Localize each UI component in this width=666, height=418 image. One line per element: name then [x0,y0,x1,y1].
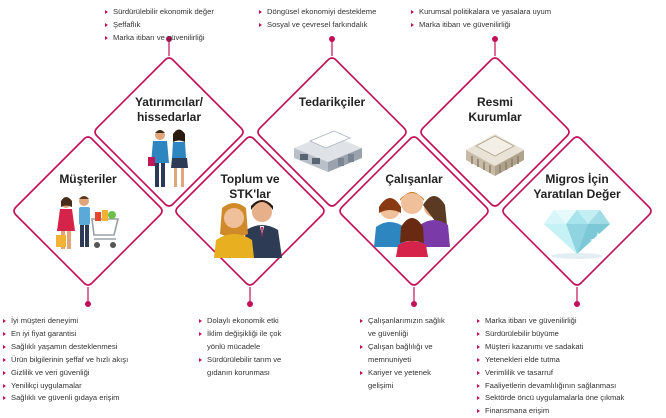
diamond-musteriler [13,136,163,286]
bullet-list-calisanlar: Çalışanlarımızın sağlık ve güvenliği Çal… [359,315,474,392]
list-item: Marka itibarı ve güvenilirliği [104,32,274,45]
list-item: Sürdürülebilir ekonomik değer [104,6,274,19]
list-item: Kariyer ve yetenek gelişimi [359,367,474,393]
list-item: İklim değişikliği ile çok yönlü mücadele [198,328,313,354]
list-item: Yenilikçi uygulamalar [2,380,167,393]
node-title-resmi: Resmi Kurumlar [468,95,522,124]
diamond-toplum [175,136,325,286]
list-item: Sağlıklı yaşamın desteklenmesi [2,341,167,354]
list-item: Marka itibarı ve güvenilirliği [476,315,664,328]
diamond-migros [502,136,652,286]
node-title-yatirimcilar: Yatırımcılar/ hissedarlar [134,95,204,124]
diamond-yatirimcilar [94,57,244,207]
diamond-gem-icon [544,210,610,259]
list-item: En iyi fiyat garantisi [2,328,167,341]
list-item: Sağlıklı ve güvenli gıdaya erişim [2,392,167,405]
list-item: Sürdürülebilir tarım ve gıdanın korunmas… [198,354,313,380]
list-item: Müşteri kazanımı ve sadakati [476,341,664,354]
list-item: Marka itibarı ve güvenilirliği [410,19,650,32]
list-item: Dolaylı ekonomik etki [198,315,313,328]
list-item: Çalışanlarımızın sağlık ve güvenliği [359,315,474,341]
list-item: Faaliyetlerin devamlılığının sağlanması [476,380,664,393]
warehouse-building-icon [294,124,362,172]
list-item: Sosyal ve çevresel farkındalık [258,19,423,32]
list-item: Gizlilik ve veri güvenliği [2,367,167,380]
list-item: Çalışan bağlılığı ve memnuniyeti [359,341,474,367]
bullet-list-migros: Marka itibarı ve güvenilirliği Sürdürüle… [476,315,664,418]
list-item: Şeffaflık [104,19,274,32]
node-title-tedarikciler: Tedarikçiler [298,95,366,109]
list-item: Ürün bilgilerinin şeffaf ve hızlı akışı [2,354,167,367]
employees-group-icon [374,192,450,257]
government-building-icon [466,134,524,176]
node-title-migros: Migros İçin Yaratılan Değer [533,172,621,201]
diamond-tedarikciler [257,57,407,207]
list-item: Verimlilik ve tasarruf [476,367,664,380]
diamond-calisanlar [339,136,489,286]
list-item: İyi müşteri deneyimi [2,315,167,328]
bullet-list-yatirimcilar: Sürdürülebilir ekonomik değer Şeffaflık … [104,6,274,45]
list-item: Sürdürülebilir büyüme [476,328,664,341]
bullet-list-toplum: Dolaylı ekonomik etki İklim değişikliği … [198,315,313,380]
list-item: Kurumsal politikalara ve yasalara uyum [410,6,650,19]
bullet-list-musteriler: İyi müşteri deneyimi En iyi fiyat garant… [2,315,167,405]
node-title-calisanlar: Çalışanlar [385,172,443,186]
bullet-list-resmi: Kurumsal politikalara ve yasalara uyum M… [410,6,650,32]
shoppers-with-cart-icon [56,196,120,249]
bullet-list-tedarikciler: Döngüsel ekonomiyi destekleme Sosyal ve … [258,6,423,32]
node-title-toplum: Toplum ve STK'lar [220,172,280,201]
list-item: Döngüsel ekonomiyi destekleme [258,6,423,19]
list-item: Yetenekleri elde tutma [476,354,664,367]
node-title-musteriler: Müşteriler [59,172,117,186]
community-people-icon [214,200,282,258]
business-people-icon [148,129,188,187]
list-item: Finansmana erişim [476,405,664,418]
diamond-resmi [420,57,570,207]
list-item: Sektörde öncü uygulamalarla öne çıkmak [476,392,664,405]
